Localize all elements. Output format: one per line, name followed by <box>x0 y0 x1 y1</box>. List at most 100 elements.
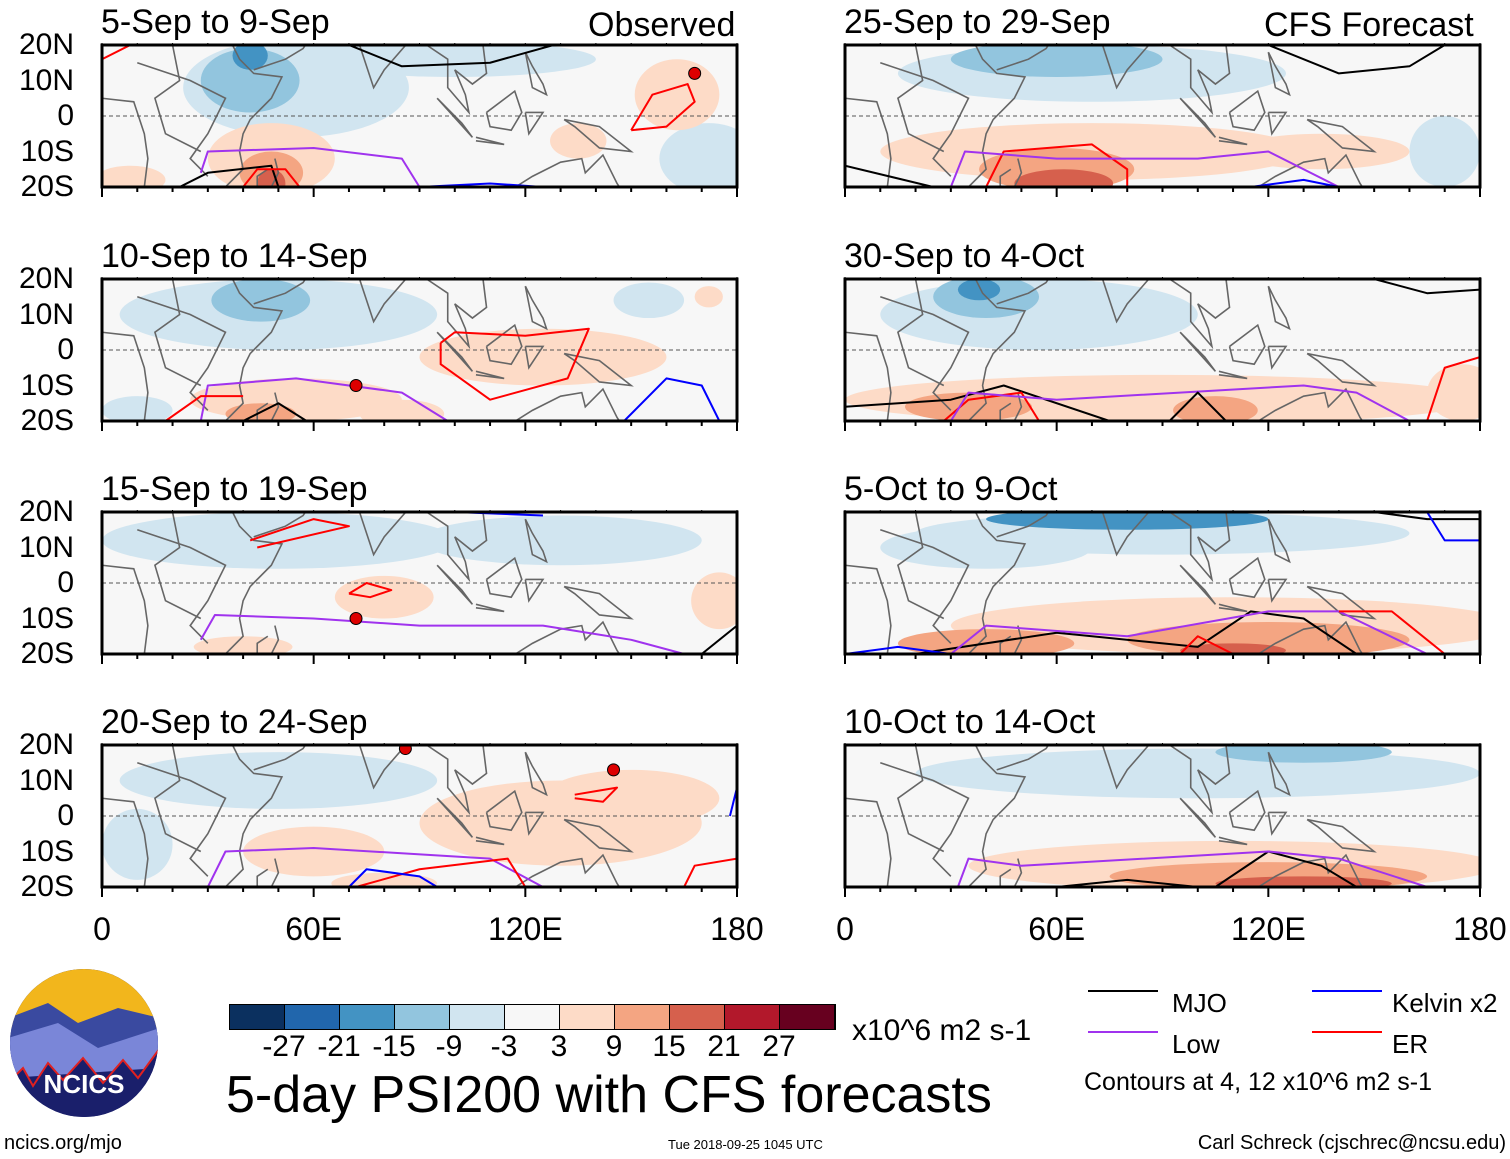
lon-tick-label: 180 <box>710 911 764 947</box>
anomaly-shading <box>1173 396 1258 421</box>
colorbar-swatch <box>505 1005 560 1029</box>
coastline <box>524 811 545 836</box>
contour-red <box>943 391 1040 421</box>
coastline <box>1306 118 1377 153</box>
coastline <box>1169 512 1231 583</box>
colorbar-swatch <box>230 1005 285 1029</box>
coastline <box>896 45 945 153</box>
coastline <box>475 603 505 613</box>
anomaly-shading <box>957 279 1001 301</box>
colorbar-label: 3 <box>550 1030 568 1063</box>
colorbar-label: 15 <box>652 1030 686 1063</box>
contour-black <box>1168 391 1227 421</box>
coastline <box>524 285 548 331</box>
legend-er-line <box>1312 1031 1382 1033</box>
coastline <box>436 564 474 605</box>
coastline <box>475 370 505 380</box>
lon-tick-label: 180 <box>1453 911 1507 947</box>
contour-red <box>439 327 590 401</box>
contour-black <box>845 164 934 187</box>
coastline <box>485 789 523 832</box>
tropical-storm-icon <box>349 379 363 392</box>
contour-purple <box>199 613 685 654</box>
coastline <box>1267 578 1288 603</box>
contour-red <box>1338 610 1446 654</box>
lon-tick-label: 120E <box>487 911 563 947</box>
legend-kelvin-line <box>1312 990 1382 992</box>
observed-label: Observed <box>588 6 736 44</box>
contour-purple <box>949 150 1340 187</box>
coastline <box>1179 331 1217 372</box>
coastline <box>102 331 149 421</box>
anomaly-shading <box>634 59 720 131</box>
coastline <box>1013 858 1023 887</box>
tropical-storm-icon <box>349 612 363 625</box>
coastline <box>436 97 474 138</box>
coastline <box>436 797 474 838</box>
contour-blue <box>623 377 721 421</box>
contour-black <box>242 402 308 421</box>
contour-red <box>1426 356 1480 421</box>
lat-tick-label: 10N <box>18 530 74 564</box>
coastline <box>1228 89 1266 132</box>
contour-red <box>1179 635 1234 654</box>
coastline <box>996 279 1050 305</box>
ncics-logo: NCICS <box>10 969 158 1117</box>
footer-timestamp: Tue 2018-09-25 1045 UTC <box>668 1137 823 1152</box>
coastline <box>1013 158 1023 187</box>
map-panel <box>843 510 1482 664</box>
coastline <box>358 45 407 90</box>
coastline <box>896 512 945 620</box>
coastline <box>524 578 545 603</box>
lat-tick-label: 0 <box>57 333 74 366</box>
coastline <box>253 279 307 305</box>
legend-low-line <box>1088 1031 1158 1033</box>
coastline <box>1267 751 1291 797</box>
coastline <box>999 635 1012 654</box>
coastline <box>524 518 548 564</box>
contour-purple <box>956 850 1428 887</box>
anomaly-shading <box>359 399 445 421</box>
figure-title: 5-day PSI200 with CFS forecasts <box>226 1066 992 1124</box>
lat-tick-label: 0 <box>57 799 74 832</box>
coastline <box>1218 603 1248 613</box>
coastline <box>426 279 488 350</box>
coastline <box>1218 136 1248 146</box>
tropical-storm-icon <box>607 763 621 777</box>
coastline <box>270 858 280 887</box>
coastline <box>845 564 892 654</box>
coastline <box>1218 370 1248 380</box>
anomaly-shading <box>211 279 311 322</box>
coastline <box>475 136 505 146</box>
colorbar-swatch <box>285 1005 340 1029</box>
anomaly-shading <box>1180 643 1286 654</box>
coastline <box>996 45 1050 71</box>
coastline <box>436 331 474 372</box>
colorbar <box>229 1004 836 1030</box>
anomaly-shading <box>880 526 1092 569</box>
forecast-label: CFS Forecast <box>1264 6 1474 44</box>
coastline <box>1013 625 1023 654</box>
lat-tick-label: 20N <box>18 495 74 528</box>
coastline <box>256 168 269 187</box>
colorbar-label: -15 <box>372 1030 416 1063</box>
coastline <box>896 279 945 387</box>
coastline <box>999 868 1012 887</box>
contour-red <box>348 582 393 599</box>
lon-tick-label: 60E <box>285 911 343 947</box>
lat-tick-label: 20N <box>18 28 74 61</box>
contour-black <box>1056 878 1198 887</box>
lat-tick-label: 20S <box>20 870 74 903</box>
coastline <box>845 331 892 421</box>
contour-red <box>102 45 131 61</box>
footer-url[interactable]: ncics.org/mjo <box>4 1132 122 1154</box>
coastline <box>967 45 1027 187</box>
footer-author: Carl Schreck (cjschrec@ncsu.edu) <box>1197 1132 1506 1154</box>
panel-title: 25-Sep to 29-Sep <box>844 3 1111 41</box>
coastline <box>358 512 407 557</box>
anomaly-shading <box>1409 116 1480 187</box>
contour-black <box>348 45 554 68</box>
colorbar-swatch <box>725 1005 780 1029</box>
legend-kelvin-label: Kelvin x2 <box>1392 988 1498 1018</box>
anomaly-shading <box>880 279 1198 350</box>
